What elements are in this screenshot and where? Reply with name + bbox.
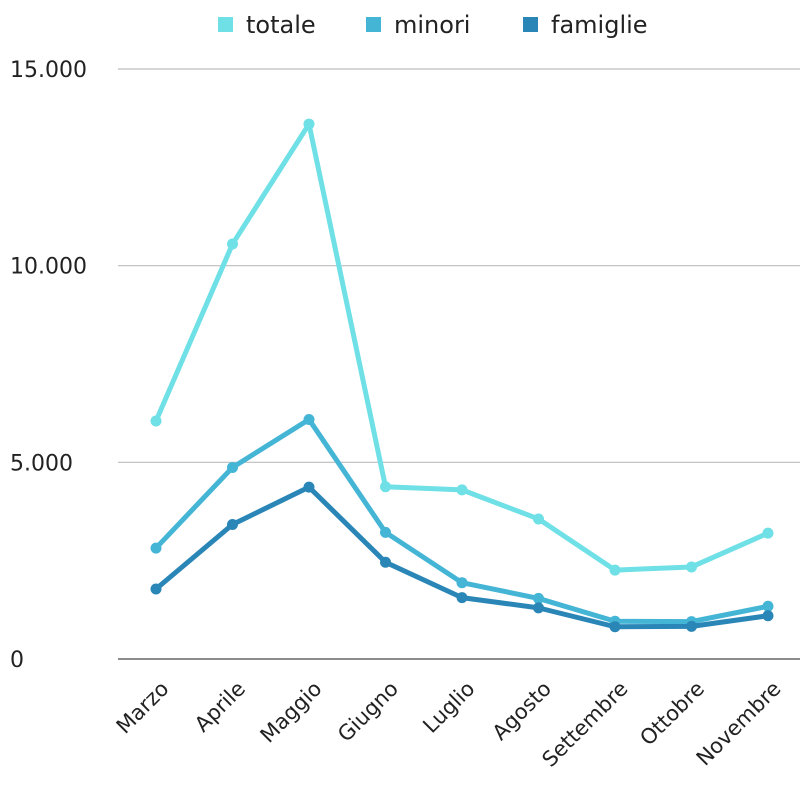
legend-swatch xyxy=(523,17,538,32)
series-famiglie xyxy=(150,481,774,633)
data-point-famiglie xyxy=(686,620,697,632)
data-point-famiglie xyxy=(150,583,162,595)
data-point-totale xyxy=(456,484,468,496)
data-point-minori xyxy=(533,592,544,604)
data-point-totale xyxy=(227,238,238,250)
data-point-minori xyxy=(303,413,315,425)
x-tick-label: Marzo xyxy=(112,677,174,739)
legend-swatch xyxy=(218,17,233,32)
data-point-famiglie xyxy=(227,518,238,530)
legend-label: totale xyxy=(246,11,316,39)
series-line-famiglie xyxy=(153,484,771,630)
legend-swatch xyxy=(366,17,381,32)
data-point-famiglie xyxy=(456,592,468,604)
x-tick-label: Ottobre xyxy=(635,677,709,751)
legend-label: famiglie xyxy=(551,11,648,39)
series-line-minori xyxy=(153,416,771,625)
data-point-famiglie xyxy=(303,481,315,493)
y-tick-label: 10.000 xyxy=(10,255,87,280)
data-point-totale xyxy=(380,481,391,493)
data-point-famiglie xyxy=(533,602,544,614)
x-tick-label: Aprile xyxy=(190,677,250,737)
x-axis-category-labels: Marzo Aprile Maggio Giugno Luglio AgostoSette… xyxy=(112,677,786,772)
data-point-famiglie xyxy=(762,610,774,622)
gridlines xyxy=(118,68,800,660)
legend: totale minori famiglie xyxy=(218,11,648,39)
x-tick-label: Maggio xyxy=(256,677,327,748)
data-point-minori xyxy=(456,577,468,589)
y-tick-label: 0 xyxy=(10,648,24,673)
data-point-totale xyxy=(303,118,315,130)
data-point-totale xyxy=(533,513,544,525)
data-point-famiglie xyxy=(380,556,391,568)
data-point-minori xyxy=(150,542,162,554)
data-point-totale xyxy=(686,561,697,573)
x-tick-label: Luglio xyxy=(418,677,479,738)
data-point-minori xyxy=(380,526,391,538)
legend-item-totale: totale xyxy=(218,11,316,39)
legend-label: minori xyxy=(394,11,470,39)
legend-item-minori: minori xyxy=(366,11,470,39)
y-axis-tick-labels: 0 5.000 10.000 15.000 xyxy=(10,58,87,673)
data-point-minori xyxy=(227,461,238,473)
y-tick-label: 5.000 xyxy=(10,451,73,476)
x-tick-label: Giugno xyxy=(333,677,403,747)
x-tick-label: Agosto xyxy=(488,677,556,745)
data-point-minori xyxy=(762,600,774,612)
data-point-totale xyxy=(150,415,162,427)
data-point-famiglie xyxy=(609,621,621,633)
series-layer xyxy=(150,118,774,633)
data-point-totale xyxy=(609,564,621,576)
series-totale xyxy=(150,118,774,576)
y-tick-label: 15.000 xyxy=(10,58,87,83)
legend-item-famiglie: famiglie xyxy=(523,11,648,39)
series-line-totale xyxy=(153,121,771,573)
data-point-totale xyxy=(762,527,774,539)
